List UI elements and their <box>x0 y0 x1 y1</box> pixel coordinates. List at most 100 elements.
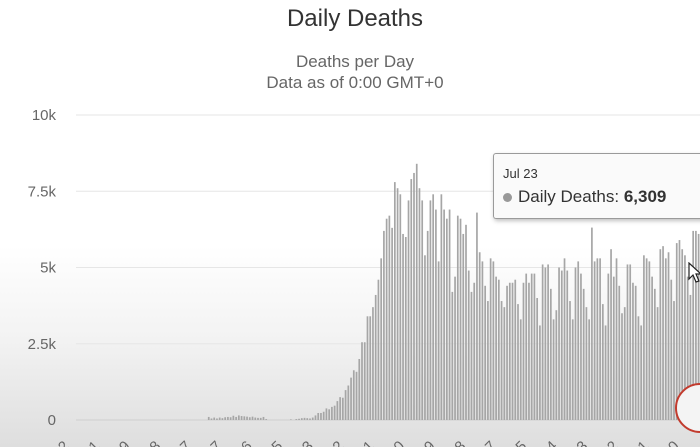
bar[interactable] <box>607 273 610 420</box>
bar[interactable] <box>478 252 481 420</box>
bar[interactable] <box>697 233 700 420</box>
bar[interactable] <box>437 261 440 420</box>
bar[interactable] <box>566 270 569 420</box>
bar[interactable] <box>456 215 459 420</box>
bar[interactable] <box>514 279 517 420</box>
bar[interactable] <box>339 397 341 421</box>
bar[interactable] <box>298 418 300 420</box>
bar[interactable] <box>470 291 473 420</box>
bar[interactable] <box>246 416 248 420</box>
bar[interactable] <box>221 418 224 420</box>
bar[interactable] <box>399 194 402 420</box>
bar[interactable] <box>623 307 626 420</box>
bar[interactable] <box>525 273 528 420</box>
bar[interactable] <box>235 416 237 420</box>
bar[interactable] <box>506 285 508 420</box>
bar[interactable] <box>492 261 495 420</box>
bar[interactable] <box>667 252 670 420</box>
bar[interactable] <box>601 304 604 420</box>
bar[interactable] <box>465 224 467 420</box>
bar[interactable] <box>653 288 656 420</box>
bar-series[interactable] <box>207 163 700 421</box>
bar[interactable] <box>229 417 232 420</box>
bar[interactable] <box>240 416 243 420</box>
bar[interactable] <box>396 188 399 420</box>
bar[interactable] <box>549 288 552 420</box>
bar[interactable] <box>673 301 675 420</box>
bar[interactable] <box>404 237 407 420</box>
bar[interactable] <box>508 282 511 420</box>
bar[interactable] <box>626 264 629 420</box>
bar[interactable] <box>435 209 437 420</box>
bar[interactable] <box>681 249 684 420</box>
bar[interactable] <box>306 418 309 420</box>
bar[interactable] <box>336 401 339 420</box>
bar[interactable] <box>558 267 560 421</box>
bar[interactable] <box>560 270 563 420</box>
bar[interactable] <box>467 270 470 420</box>
bar[interactable] <box>251 416 254 420</box>
bar[interactable] <box>684 255 686 420</box>
bar[interactable] <box>511 282 514 420</box>
bar[interactable] <box>571 319 574 420</box>
bar[interactable] <box>519 319 522 420</box>
bar[interactable] <box>361 342 363 420</box>
bar[interactable] <box>695 230 697 420</box>
bar[interactable] <box>563 258 566 420</box>
bar[interactable] <box>393 182 396 420</box>
bar[interactable] <box>341 397 344 420</box>
bar[interactable] <box>621 313 623 420</box>
bar[interactable] <box>522 282 525 420</box>
bar[interactable] <box>615 258 618 420</box>
bar[interactable] <box>355 371 358 420</box>
bar[interactable] <box>309 418 311 420</box>
bar[interactable] <box>530 273 533 420</box>
bar[interactable] <box>574 267 577 421</box>
bar[interactable] <box>632 282 634 420</box>
bar[interactable] <box>454 276 456 420</box>
bar[interactable] <box>664 258 667 420</box>
bar[interactable] <box>265 419 268 420</box>
bar[interactable] <box>599 258 601 420</box>
bar[interactable] <box>689 294 692 420</box>
bar[interactable] <box>555 310 558 420</box>
bar[interactable] <box>333 405 336 420</box>
bar[interactable] <box>656 307 659 420</box>
bar[interactable] <box>289 419 292 420</box>
bar[interactable] <box>227 416 229 420</box>
bar[interactable] <box>552 319 555 420</box>
bar[interactable] <box>303 417 306 420</box>
bar[interactable] <box>320 412 322 420</box>
bar[interactable] <box>385 218 388 420</box>
bar[interactable] <box>344 390 347 420</box>
bar[interactable] <box>659 249 662 420</box>
bar[interactable] <box>489 258 492 420</box>
bar[interactable] <box>473 282 476 420</box>
bar[interactable] <box>325 408 328 420</box>
bar[interactable] <box>426 230 429 420</box>
bar[interactable] <box>678 240 681 420</box>
bar[interactable] <box>533 273 536 420</box>
bar[interactable] <box>314 415 317 420</box>
bar[interactable] <box>604 325 607 420</box>
bar[interactable] <box>363 342 366 420</box>
bar[interactable] <box>591 227 593 420</box>
bar[interactable] <box>415 163 418 421</box>
bar[interactable] <box>445 218 448 420</box>
bar[interactable] <box>372 307 374 420</box>
bar[interactable] <box>440 194 443 420</box>
bar[interactable] <box>544 267 547 421</box>
bar[interactable] <box>374 294 377 420</box>
bar[interactable] <box>517 304 519 420</box>
bar[interactable] <box>328 409 331 420</box>
bar[interactable] <box>648 261 651 420</box>
bar[interactable] <box>311 417 314 420</box>
bar[interactable] <box>577 261 580 420</box>
bar[interactable] <box>692 230 695 420</box>
bar[interactable] <box>213 417 216 420</box>
bar[interactable] <box>369 316 372 420</box>
bar[interactable] <box>254 417 257 420</box>
bar[interactable] <box>476 212 478 420</box>
bar[interactable] <box>686 276 689 420</box>
bar[interactable] <box>377 279 380 420</box>
